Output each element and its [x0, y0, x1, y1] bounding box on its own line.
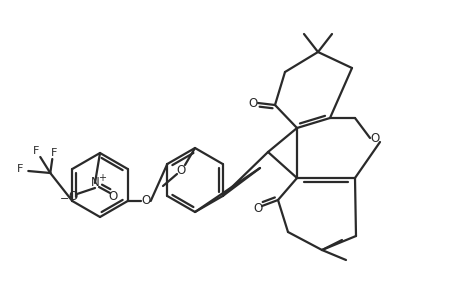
Text: F: F [33, 146, 39, 156]
Text: F: F [17, 164, 24, 174]
Text: O: O [108, 191, 118, 204]
Text: +: + [98, 173, 106, 183]
Text: O: O [369, 131, 379, 144]
Text: F: F [51, 148, 57, 158]
Text: O: O [68, 191, 77, 204]
Text: O: O [253, 201, 262, 214]
Text: N: N [90, 176, 99, 189]
Text: −: − [60, 194, 69, 204]
Text: O: O [176, 163, 185, 176]
Text: O: O [141, 194, 150, 207]
Text: O: O [248, 97, 257, 110]
